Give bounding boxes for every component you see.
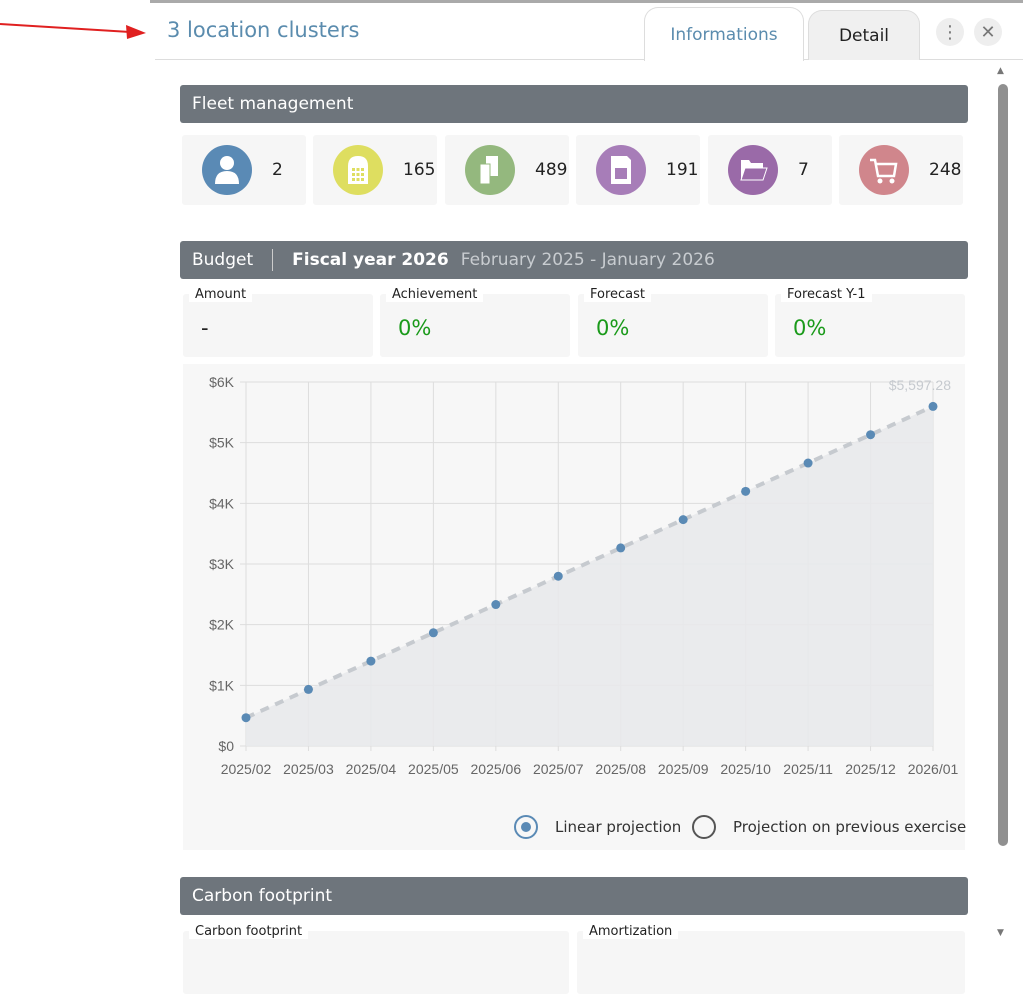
kpi-value: 0%	[596, 316, 630, 340]
budget-chart: $0 $1K $2K $3K $4K $5K $6K 2025/02 2025/03 2025/0…	[209, 374, 959, 777]
budget-kpi-card: Achievement 0%	[380, 287, 570, 357]
desk-phone-icon	[333, 145, 383, 195]
last-value-label: $5,597.28	[889, 377, 951, 393]
fleet-section-header: Fleet management	[180, 85, 968, 123]
fiscal-year: Fiscal year 2026	[292, 250, 449, 270]
devices-icon	[465, 145, 515, 195]
divider	[272, 249, 274, 271]
x-tick-label: 2025/03	[283, 761, 334, 777]
fleet-tile[interactable]: 191	[576, 135, 700, 205]
kpi-label: Achievement	[386, 287, 484, 302]
x-tick-label: 2025/04	[346, 761, 397, 777]
kpi-label: Amount	[189, 287, 253, 302]
x-tick-label: 2025/10	[720, 761, 771, 777]
data-point	[803, 458, 813, 468]
page-title: 3 location clusters	[167, 18, 360, 42]
x-tick-label: 2025/08	[595, 761, 646, 777]
cart-icon	[859, 145, 909, 195]
tile-count: 2	[272, 160, 283, 180]
x-tick-label: 2025/05	[408, 761, 459, 777]
x-tick-label: 2025/06	[471, 761, 522, 777]
data-point	[741, 486, 751, 496]
linear-projection-radio[interactable]	[514, 815, 538, 839]
kpi-value: 0%	[793, 316, 827, 340]
kpi-label: Forecast	[584, 287, 652, 302]
x-tick-label: 2025/09	[658, 761, 709, 777]
kpi-value: -	[201, 316, 209, 340]
tile-count: 165	[403, 160, 436, 180]
data-point	[553, 571, 563, 581]
window-top-border	[150, 0, 1023, 3]
carbon-footprint-card: Carbon footprint	[183, 924, 569, 994]
previous-exercise-label: Projection on previous exercise	[733, 818, 967, 836]
tile-count: 7	[798, 160, 809, 180]
data-point	[303, 684, 313, 694]
tab-detail[interactable]: Detail	[808, 10, 920, 60]
tile-count: 248	[929, 160, 962, 180]
close-icon[interactable]: ✕	[974, 18, 1002, 46]
kpi-value: 0%	[398, 316, 432, 340]
x-tick-label: 2026/01	[908, 761, 959, 777]
x-tick-label: 2025/11	[783, 761, 833, 777]
y-tick-label: $0	[218, 738, 234, 754]
tile-count: 191	[666, 160, 699, 180]
fleet-tile[interactable]: 489	[445, 135, 569, 205]
previous-exercise-radio[interactable]	[692, 815, 716, 839]
data-point	[678, 515, 688, 525]
radio-dot	[521, 822, 531, 832]
x-tick-label: 2025/07	[533, 761, 584, 777]
scrollbar-thumb[interactable]	[998, 84, 1008, 846]
data-point	[366, 656, 376, 666]
linear-projection-label: Linear projection	[555, 818, 682, 836]
tab-informations[interactable]: Informations	[644, 7, 804, 61]
amortization-card: Amortization	[577, 924, 965, 994]
fleet-tile[interactable]: 2	[182, 135, 306, 205]
section-title: Carbon footprint	[192, 886, 333, 906]
fiscal-period: February 2025 - January 2026	[460, 250, 715, 270]
data-point	[241, 713, 251, 723]
y-tick-label: $4K	[209, 495, 235, 511]
data-point	[428, 628, 438, 638]
y-tick-label: $3K	[209, 556, 235, 572]
projection-line	[245, 404, 934, 720]
section-title: Budget	[192, 250, 254, 270]
data-point	[616, 543, 626, 553]
fleet-tile[interactable]: 165	[313, 135, 437, 205]
user-icon	[202, 145, 252, 195]
carbon-section-header: Carbon footprint	[180, 877, 968, 915]
budget-kpi-card: Forecast 0%	[578, 287, 768, 357]
data-point	[491, 600, 501, 610]
scroll-up-arrow[interactable]: ▲	[997, 66, 1004, 76]
data-point	[928, 401, 938, 411]
y-tick-label: $1K	[209, 677, 235, 693]
header-divider	[155, 59, 1023, 60]
scroll-down-arrow[interactable]: ▼	[997, 928, 1004, 938]
y-tick-label: $5K	[209, 435, 235, 451]
kpi-label: Forecast Y-1	[781, 287, 872, 302]
red-arrow-annotation	[0, 23, 146, 39]
sim-card-icon	[596, 145, 646, 195]
x-tick-label: 2025/12	[845, 761, 896, 777]
area-fill	[246, 406, 933, 746]
section-title: Fleet management	[192, 94, 354, 114]
fleet-tile[interactable]: 248	[839, 135, 963, 205]
x-tick-label: 2025/02	[221, 761, 272, 777]
budget-kpi-card: Forecast Y-1 0%	[775, 287, 965, 357]
tile-count: 489	[535, 160, 568, 180]
card-label: Carbon footprint	[189, 924, 309, 939]
fleet-tile[interactable]: 7	[708, 135, 832, 205]
data-point	[866, 430, 876, 440]
card-label: Amortization	[583, 924, 679, 939]
y-tick-label: $6K	[209, 374, 235, 390]
budget-kpi-card: Amount -	[183, 287, 373, 357]
folder-icon	[728, 145, 778, 195]
budget-section-header: Budget Fiscal year 2026 February 2025 - …	[180, 241, 968, 279]
y-tick-label: $2K	[209, 617, 235, 633]
kebab-icon[interactable]: ⋮	[936, 18, 964, 46]
